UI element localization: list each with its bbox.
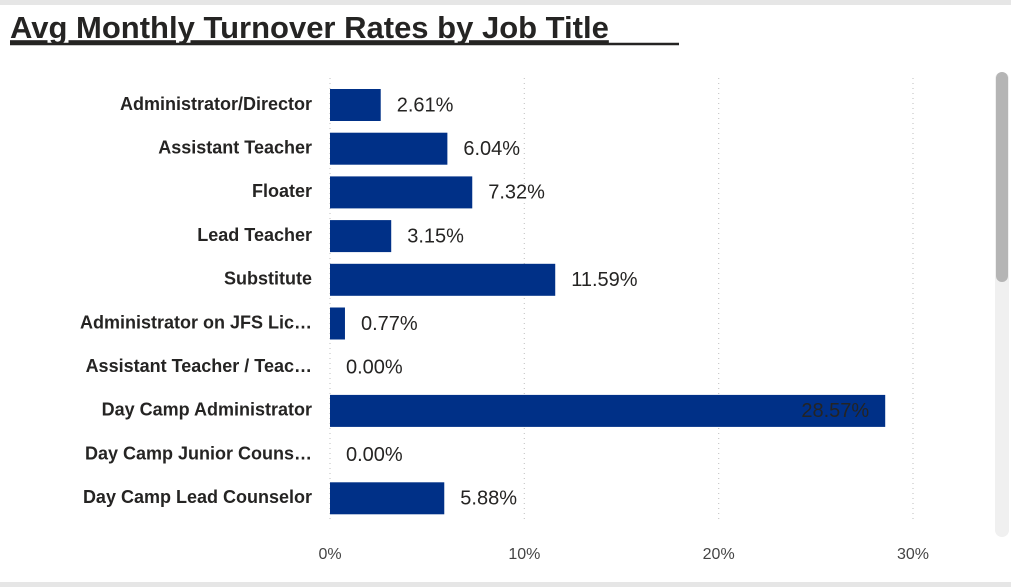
scrollbar-thumb[interactable] — [996, 72, 1008, 282]
x-tick-label: 10% — [508, 546, 540, 563]
data-label: 3.15% — [407, 225, 464, 247]
bar — [330, 176, 473, 209]
x-tick-label: 30% — [897, 546, 929, 563]
bar — [330, 307, 345, 340]
data-label: 11.59% — [571, 269, 638, 291]
bottom-border — [0, 582, 1011, 587]
data-label: 0.00% — [346, 356, 403, 378]
y-tick-label: Assistant Teacher / Teac… — [86, 356, 312, 376]
data-label: 5.88% — [460, 488, 517, 510]
chart-title: Avg Monthly Turnover Rates by Job Title — [10, 10, 609, 45]
y-tick-label: Day Camp Administrator — [102, 400, 312, 420]
y-tick-label: Day Camp Lead Counselor — [83, 487, 312, 507]
x-tick-label: 0% — [318, 546, 341, 563]
y-tick-label: Floater — [252, 181, 312, 201]
y-tick-label: Substitute — [224, 269, 312, 289]
bar — [330, 89, 381, 121]
y-tick-label: Lead Teacher — [197, 225, 312, 245]
bar — [330, 263, 556, 296]
top-border — [0, 0, 1011, 5]
data-label: 0.77% — [361, 313, 418, 335]
data-label: 0.00% — [346, 444, 403, 466]
data-label: 7.32% — [488, 182, 545, 204]
bar — [330, 132, 448, 165]
data-label: 6.04% — [463, 138, 520, 160]
bar — [330, 394, 886, 427]
bar — [330, 482, 445, 515]
y-tick-label: Administrator/Director — [120, 94, 312, 114]
y-tick-label: Day Camp Junior Couns… — [85, 443, 312, 463]
data-label: 2.61% — [397, 94, 454, 116]
bar — [330, 220, 392, 253]
data-label: 28.57% — [801, 400, 869, 422]
x-tick-label: 20% — [703, 546, 735, 563]
y-tick-label: Administrator on JFS Lic… — [80, 312, 312, 332]
y-tick-label: Assistant Teacher — [158, 137, 312, 157]
